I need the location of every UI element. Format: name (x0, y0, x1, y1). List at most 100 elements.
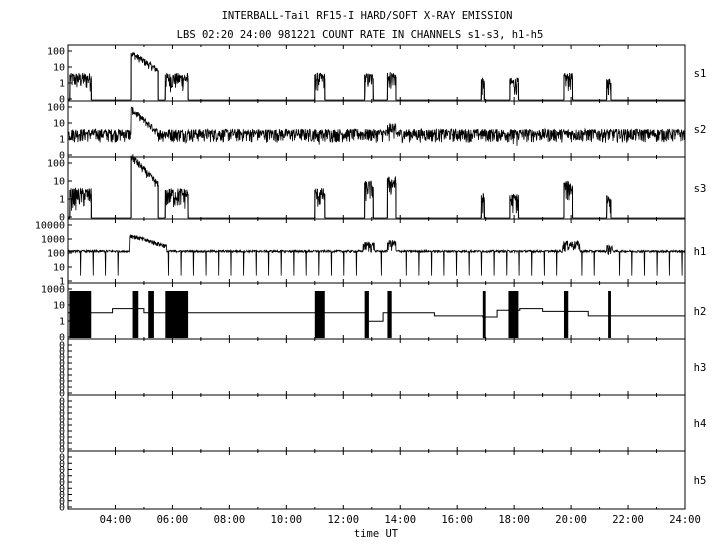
y-tick-label: 0 (59, 415, 65, 426)
y-tick-label: 0 (59, 359, 65, 370)
channel-panels: 1001010s11001010s21001010s31000010001001… (35, 44, 707, 514)
x-tick-label: 22:00 (612, 514, 644, 526)
y-tick-label: 0 (59, 403, 65, 414)
y-tick-label: 0 (59, 409, 65, 420)
panel-frame-s1 (67, 44, 686, 102)
y-tick-label: 0 (59, 371, 65, 382)
y-tick-label: 1 (59, 277, 65, 288)
x-tick-label: 08:00 (214, 514, 246, 526)
burst-block (364, 291, 369, 338)
y-tick-label: 0 (59, 459, 65, 470)
x-tick-label: 10:00 (271, 514, 303, 526)
channel-label: s3 (694, 183, 707, 195)
y-tick-label: 0 (59, 453, 65, 464)
series-line-h1 (67, 234, 686, 276)
y-tick-label: 0 (59, 465, 65, 476)
chart-subtitle: LBS 02:20 24:00 981221 COUNT RATE IN CHA… (177, 29, 544, 41)
y-tick-label: 0 (59, 377, 65, 388)
series-line-s1 (68, 52, 685, 101)
y-tick-label: 0 (59, 389, 65, 400)
burst-block (482, 291, 486, 338)
channel-label: h1 (694, 246, 707, 258)
y-tick-label: 0 (59, 496, 65, 507)
y-tick-label: 0 (59, 151, 65, 162)
y-tick-label: 10 (53, 177, 65, 188)
y-tick-label: 10 (53, 301, 65, 312)
y-tick-label: 0 (59, 213, 65, 224)
y-tick-label: 0 (59, 365, 65, 376)
panel-frame-h5 (67, 450, 686, 510)
panel-frame-h4 (67, 394, 686, 452)
y-tick-label: 0 (59, 433, 65, 444)
y-tick-label: 0 (59, 490, 65, 501)
y-tick-label: 0 (59, 427, 65, 438)
x-tick-label: 12:00 (327, 514, 359, 526)
panel-frame-h2 (67, 282, 686, 340)
series-line-s3 (68, 154, 685, 219)
panel-frame-s2 (67, 100, 686, 158)
y-tick-label: 0 (59, 383, 65, 394)
y-tick-label: 10000 (35, 221, 65, 232)
burst-block (165, 291, 189, 338)
y-tick-label: 10 (53, 263, 65, 274)
y-tick-label: 0 (59, 478, 65, 489)
burst-block (608, 291, 611, 338)
burst-block (132, 291, 139, 338)
x-tick-label: 06:00 (157, 514, 189, 526)
y-tick-label: 0 (59, 471, 65, 482)
y-tick-label: 100 (47, 159, 65, 170)
chart-title: INTERBALL-Tail RF15-I HARD/SOFT X-RAY EM… (222, 10, 513, 22)
y-tick-label: 0 (59, 341, 65, 352)
series-line-h2 (67, 308, 685, 322)
y-tick-label: 0 (59, 439, 65, 450)
x-tick-label: 24:00 (669, 514, 701, 526)
y-tick-label: 0 (59, 397, 65, 408)
channel-label: h2 (694, 306, 707, 318)
y-tick-label: 0 (59, 421, 65, 432)
burst-block (508, 291, 519, 338)
x-axis-label: time UT (354, 528, 399, 540)
series-line-s2 (67, 106, 686, 146)
burst-block (148, 291, 154, 338)
x-tick-label: 14:00 (384, 514, 416, 526)
x-tick-label: 16:00 (441, 514, 473, 526)
burst-block (387, 291, 392, 338)
burst-block (69, 291, 92, 338)
y-tick-label: 0 (59, 347, 65, 358)
panel-h1: 10000 1000 100 10 1 h1 (35, 218, 707, 288)
y-tick-label: 1 (59, 317, 65, 328)
y-tick-label: 0 (59, 484, 65, 495)
y-tick-label: 100 (47, 103, 65, 114)
x-tick-label: 18:00 (498, 514, 530, 526)
burst-block (314, 291, 325, 338)
channel-label: h5 (694, 475, 707, 487)
y-tick-label: 100 (47, 47, 65, 58)
y-tick-label: 1 (59, 79, 65, 90)
y-tick-label: 1000 (41, 285, 65, 296)
channel-label: h3 (694, 362, 707, 374)
panel-frame-s3 (67, 156, 686, 220)
x-axis: 04:00 06:00 08:00 10:00 12:00 14:00 16:00 18:00… (100, 514, 701, 526)
y-tick-label: 0 (59, 333, 65, 344)
y-tick-label: 0 (59, 503, 65, 514)
channel-label: s2 (694, 124, 707, 136)
y-tick-label: 0 (59, 445, 65, 456)
y-tick-label: 10 (53, 63, 65, 74)
y-tick-label: 0 (59, 95, 65, 106)
channel-label: h4 (694, 418, 707, 430)
channel-label: s1 (694, 68, 707, 80)
x-tick-label: 20:00 (555, 514, 587, 526)
x-tick-label: 04:00 (100, 514, 132, 526)
y-tick-label: 1000 (41, 235, 65, 246)
y-tick-label: 10 (53, 119, 65, 130)
panel-frame-h3 (67, 338, 686, 396)
y-tick-label: 0 (59, 353, 65, 364)
